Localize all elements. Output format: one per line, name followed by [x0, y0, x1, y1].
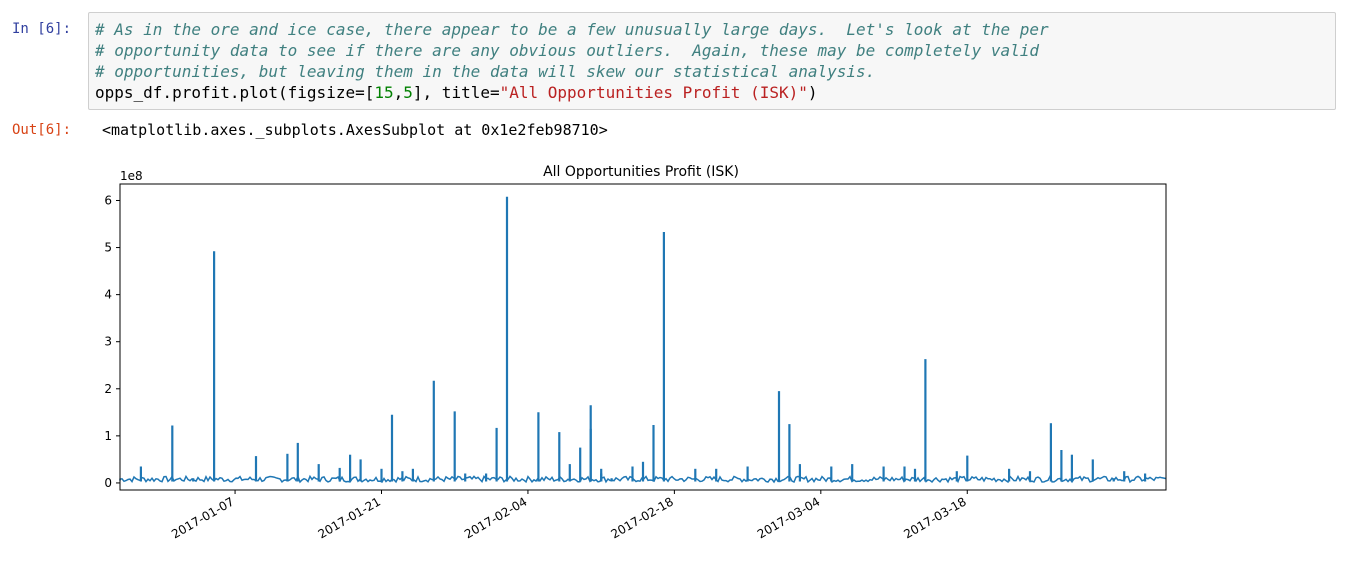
code-cell-editor[interactable]: # As in the ore and ice case, there appe… — [88, 12, 1336, 110]
output-repr-text: <matplotlib.axes._subplots.AxesSubplot a… — [102, 121, 608, 139]
code-comment-line-3: # opportunities, but leaving them in the… — [95, 62, 876, 81]
y-tick-label: 3 — [104, 335, 112, 349]
x-axis: 2017-01-07 2017-01-21 2017-02-04 2017-02-18… — [169, 490, 969, 541]
plot-area-frame — [119, 183, 1167, 491]
code-title-arg: ], title= — [412, 83, 500, 102]
x-tick-label: 2017-03-04 — [755, 494, 822, 541]
y-axis: 0 1 2 3 4 5 6 — [104, 193, 120, 490]
y-tick-label: 6 — [104, 193, 112, 207]
x-tick-label: 2017-02-18 — [608, 494, 675, 541]
code-plot-line: opps_df.profit.plot(figsize=[15,5], titl… — [95, 82, 818, 103]
out-prompt: Out[6]: — [12, 122, 72, 138]
code-comment-line-2: # opportunity data to see if there are a… — [95, 41, 1040, 60]
code-figsize-height: 5 — [403, 83, 413, 102]
y-tick-label: 4 — [104, 288, 112, 302]
y-tick-label: 5 — [104, 241, 112, 255]
code-comment-line-1: # As in the ore and ice case, there appe… — [95, 20, 1049, 39]
series-group — [119, 196, 1167, 484]
code-call-text: opps_df.profit.plot(figsize=[ — [95, 83, 375, 102]
x-tick-label: 2017-02-04 — [462, 494, 529, 541]
y-axis-multiplier-label: 1e8 — [120, 169, 143, 183]
code-comma: , — [393, 83, 404, 102]
y-tick-label: 1 — [104, 429, 112, 443]
chart-title: All Opportunities Profit (ISK) — [543, 164, 739, 180]
x-tick-label: 2017-03-18 — [901, 494, 968, 541]
x-tick-label: 2017-01-07 — [169, 494, 236, 541]
x-tick-label: 2017-01-21 — [316, 494, 383, 541]
y-tick-label: 0 — [104, 476, 112, 490]
y-tick-label: 2 — [104, 382, 112, 396]
code-title-string: "All Opportunities Profit (ISK)" — [499, 83, 808, 102]
code-close-paren: ) — [807, 83, 818, 102]
in-prompt: In [6]: — [12, 21, 72, 37]
code-figsize-width: 15 — [374, 83, 394, 102]
